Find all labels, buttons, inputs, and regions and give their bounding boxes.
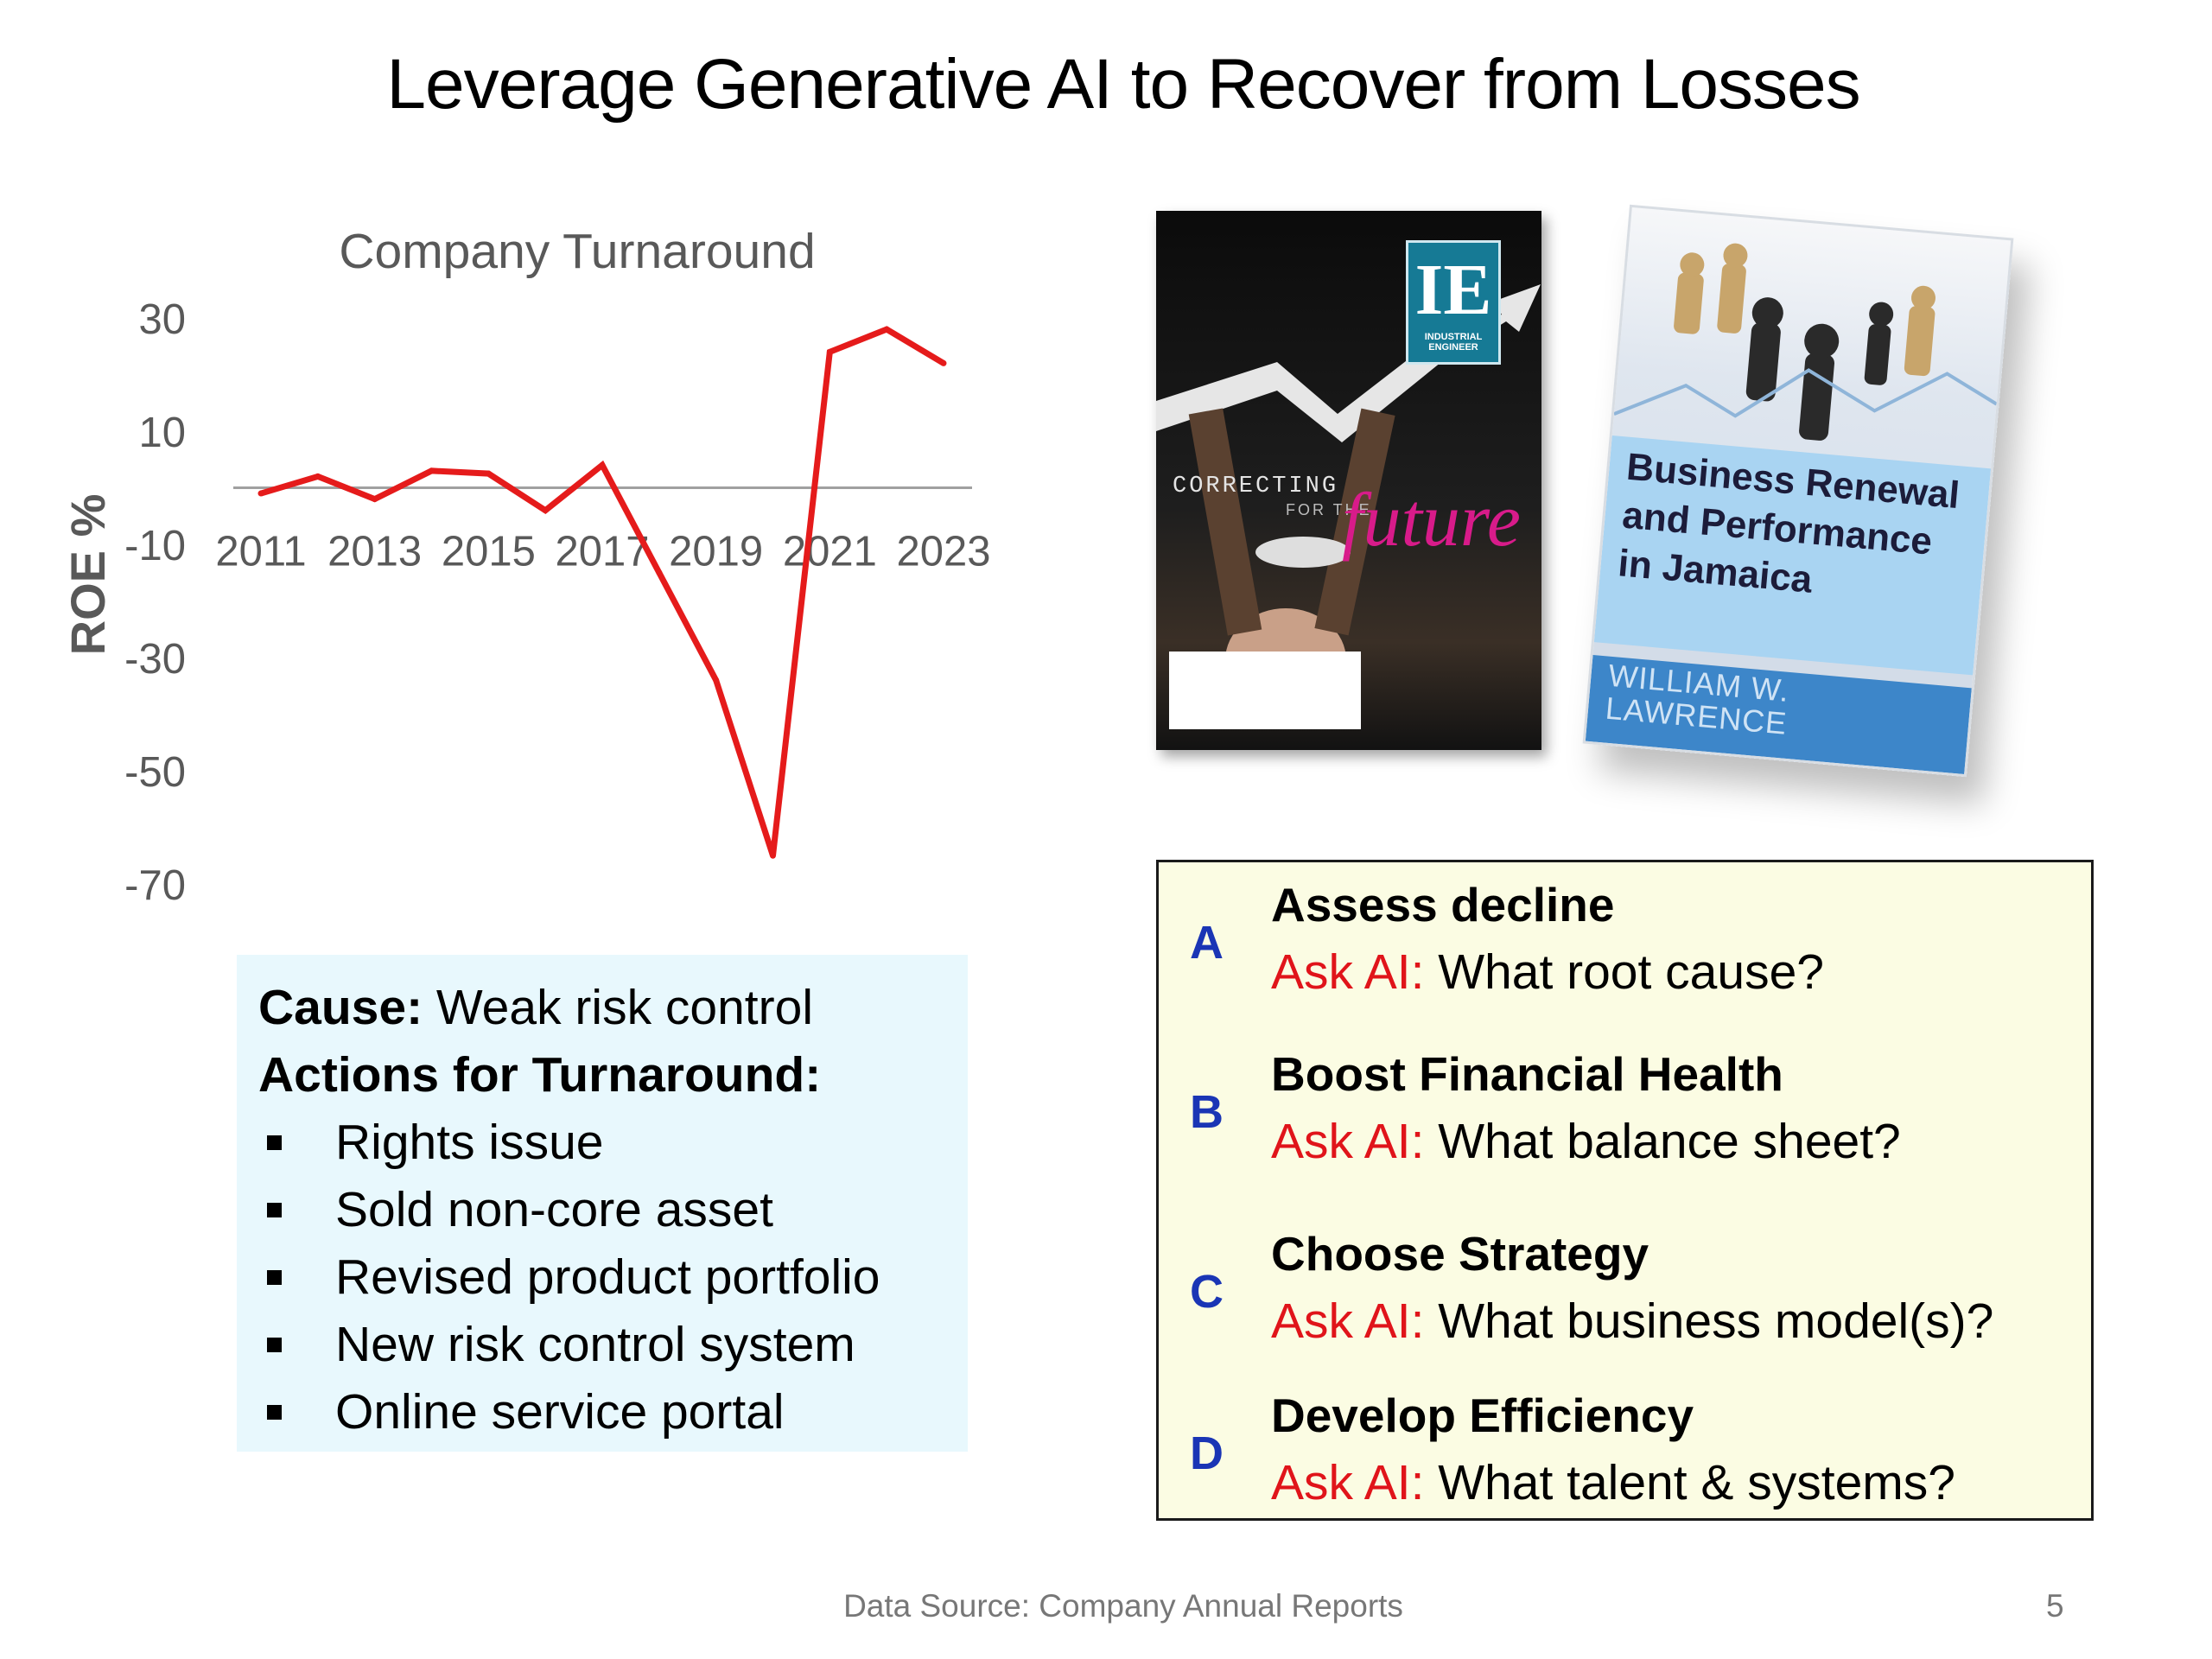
- step-heading: Develop Efficiency: [1271, 1389, 1694, 1442]
- square-bullet-icon: [267, 1202, 282, 1217]
- roe-data-point: [257, 490, 264, 497]
- step-heading: Choose Strategy: [1271, 1227, 1649, 1281]
- ie-cover-label-box: [1169, 652, 1361, 729]
- ask-ai-label: Ask AI:: [1271, 944, 1425, 1000]
- actions-heading: Actions for Turnaround:: [258, 1047, 822, 1103]
- roe-data-point: [485, 470, 492, 477]
- square-bullet-icon: [267, 1269, 282, 1285]
- square-bullet-icon: [267, 1337, 282, 1352]
- roe-data-point: [656, 569, 663, 576]
- step-question: Ask AI: What root cause?: [1271, 942, 1824, 1002]
- y-tick-label: -30: [124, 636, 186, 683]
- x-tick-label: 2013: [327, 529, 422, 575]
- x-tick-label: 2021: [783, 529, 877, 575]
- ask-ai-label: Ask AI:: [1271, 1114, 1425, 1169]
- step-heading: Boost Financial Health: [1271, 1047, 1783, 1101]
- x-tick-label: 2011: [215, 529, 306, 575]
- question-text: What root cause?: [1424, 944, 1824, 1000]
- turnaround-actions-box: Cause: Weak risk control Actions for Tur…: [237, 955, 968, 1452]
- question-text: What business model(s)?: [1424, 1294, 1994, 1349]
- y-tick-label: 10: [138, 410, 186, 456]
- step-letter: D: [1190, 1427, 1224, 1479]
- y-tick-label: -70: [124, 862, 186, 909]
- step-question: Ask AI: What balance sheet?: [1271, 1111, 1901, 1172]
- chart-title: Company Turnaround: [339, 224, 815, 279]
- step-letter: B: [1190, 1086, 1224, 1138]
- action-text: Online service portal: [335, 1384, 785, 1440]
- roe-data-point: [883, 326, 890, 333]
- ask-ai-label: Ask AI:: [1271, 1455, 1425, 1510]
- step-question: Ask AI: What talent & systems?: [1271, 1452, 1955, 1513]
- y-tick-label: -50: [124, 749, 186, 796]
- cause-text: Weak risk control: [423, 980, 813, 1035]
- cause-line: Cause: Weak risk control: [258, 974, 968, 1041]
- action-item: Revised product portfolio: [258, 1243, 968, 1311]
- book-title: Business Renewal and Performance in Jama…: [1616, 445, 1961, 601]
- roe-data-point: [372, 496, 378, 503]
- y-tick-label: -10: [124, 523, 186, 569]
- step-letter: A: [1190, 917, 1224, 969]
- ie-cover-sub: FOR THE: [1286, 501, 1372, 518]
- chess-pieces-graphic: [1613, 243, 1998, 441]
- roe-series-line: [259, 326, 945, 857]
- action-item: Sold non-core asset: [258, 1176, 968, 1243]
- action-text: Revised product portfolio: [335, 1249, 880, 1305]
- x-axis-ticks: 2011 2013 2015 2017 2019 2021 2023: [215, 529, 990, 575]
- ie-magazine-cover: IE INDUSTRIAL ENGINEER CORRECTING FOR TH…: [1156, 211, 1541, 750]
- roe-data-point: [315, 473, 321, 480]
- slide-title: Leverage Generative AI to Recover from L…: [386, 45, 1860, 124]
- ask-ai-label: Ask AI:: [1271, 1294, 1425, 1349]
- ai-steps-box: A Assess decline Ask AI: What root cause…: [1156, 860, 2094, 1521]
- ie-cover-kicker: CORRECTING: [1173, 474, 1339, 499]
- action-text: Sold non-core asset: [335, 1182, 773, 1237]
- x-tick-label: 2015: [442, 529, 536, 575]
- roe-data-point: [599, 461, 606, 468]
- square-bullet-icon: [267, 1404, 282, 1420]
- data-source-footer: Data Source: Company Annual Reports: [843, 1588, 1403, 1624]
- action-item: New risk control system: [258, 1311, 968, 1378]
- x-tick-label: 2023: [896, 529, 990, 575]
- ie-cover-future: future: [1342, 479, 1521, 563]
- step-question: Ask AI: What business model(s)?: [1271, 1291, 1993, 1351]
- step-letter: C: [1190, 1266, 1224, 1318]
- page-number: 5: [2046, 1588, 2064, 1624]
- business-renewal-book-cover: Business Renewal and Performance in Jama…: [1582, 204, 2014, 778]
- cause-label: Cause:: [258, 980, 423, 1035]
- chart-y-axis-label: ROE %: [60, 494, 115, 656]
- x-tick-label: 2019: [669, 529, 763, 575]
- roe-data-point: [770, 852, 776, 859]
- action-text: New risk control system: [335, 1317, 855, 1372]
- question-text: What talent & systems?: [1424, 1455, 1955, 1510]
- roe-data-point: [826, 348, 833, 355]
- roe-data-point: [542, 507, 549, 514]
- action-item: Rights issue: [258, 1109, 968, 1176]
- square-bullet-icon: [267, 1135, 282, 1150]
- action-text: Rights issue: [335, 1115, 604, 1170]
- action-item: Online service portal: [258, 1378, 968, 1446]
- roe-line-chart: Company Turnaround ROE % 30 10 -10 -30 -50 -7…: [60, 224, 991, 909]
- roe-data-point: [429, 467, 435, 474]
- x-tick-label: 2017: [555, 529, 649, 575]
- y-axis-ticks: 30 10 -10 -30 -50 -70: [124, 296, 186, 909]
- ie-logo: IE: [1406, 240, 1501, 365]
- question-text: What balance sheet?: [1424, 1114, 1901, 1169]
- y-tick-label: 30: [138, 296, 186, 343]
- roe-data-point: [713, 677, 720, 683]
- step-heading: Assess decline: [1271, 878, 1615, 931]
- roe-data-point: [940, 359, 947, 366]
- roe-series-points: [257, 326, 947, 859]
- ie-logo-subtitle: INDUSTRIAL ENGINEER: [1424, 332, 1483, 353]
